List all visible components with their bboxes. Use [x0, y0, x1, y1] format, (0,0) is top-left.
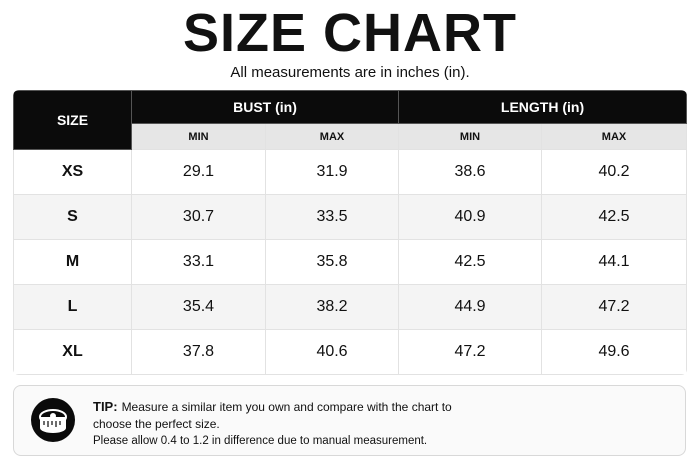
size-cell: XS: [13, 149, 132, 195]
measure-cell: 29.1: [131, 149, 266, 195]
tip-note: Please allow 0.4 to 1.2 in difference du…: [93, 435, 428, 447]
size-cell: M: [13, 239, 132, 285]
measure-cell: 33.5: [264, 194, 400, 240]
table-row: M 33.1 35.8 42.5 44.1: [13, 239, 688, 285]
measure-cell: 42.5: [541, 194, 688, 240]
group-header: LENGTH (in): [398, 90, 688, 124]
measure-cell: 35.4: [131, 284, 266, 330]
table-row: XS 29.1 31.9 38.6 40.2: [13, 149, 688, 195]
measure-cell: 42.5: [398, 239, 543, 285]
measure-cell: 44.1: [541, 239, 688, 285]
sub-header: MAX: [264, 123, 400, 150]
measure-cell: 30.7: [131, 194, 266, 240]
measure-cell: 49.6: [541, 329, 688, 375]
size-header: SIZE: [13, 90, 132, 150]
table-row: XL 37.8 40.6 47.2 49.6: [13, 329, 688, 375]
measure-cell: 35.8: [264, 239, 400, 285]
measure-cell: 47.2: [398, 329, 543, 375]
size-cell: XL: [13, 329, 132, 375]
measure-cell: 44.9: [398, 284, 543, 330]
size-cell: S: [13, 194, 132, 240]
sub-header: MIN: [398, 123, 543, 150]
measure-cell: 40.6: [264, 329, 400, 375]
sub-header: MIN: [131, 123, 266, 150]
group-header: BUST (in): [130, 90, 400, 124]
size-table: SIZE BUST (in) LENGTH (in) MIN MAX MIN MAX …: [13, 90, 688, 375]
tip-text-block: TIP: Measure a similar item you own and c…: [93, 398, 473, 433]
measure-cell: 33.1: [131, 239, 266, 285]
table-row: S 30.7 33.5 40.9 42.5: [13, 194, 688, 240]
title: SIZE CHART: [183, 3, 517, 63]
tip-box: TIP: Measure a similar item you own and c…: [13, 385, 686, 456]
measure-cell: 47.2: [541, 284, 688, 330]
measure-cell: 37.8: [131, 329, 266, 375]
size-cell: L: [13, 284, 132, 330]
tape-icon: [31, 398, 75, 442]
subtitle: All measurements are in inches (in).: [230, 64, 470, 81]
sub-header: MAX: [541, 123, 688, 150]
table-row: L 35.4 38.2 44.9 47.2: [13, 284, 688, 330]
measure-cell: 38.6: [398, 149, 543, 195]
measure-cell: 40.2: [541, 149, 688, 195]
tip-label: TIP:: [93, 399, 118, 414]
measure-cell: 31.9: [264, 149, 400, 195]
measure-cell: 40.9: [398, 194, 543, 240]
measure-cell: 38.2: [264, 284, 400, 330]
tip-text: Measure a similar item you own and compa…: [93, 400, 452, 431]
